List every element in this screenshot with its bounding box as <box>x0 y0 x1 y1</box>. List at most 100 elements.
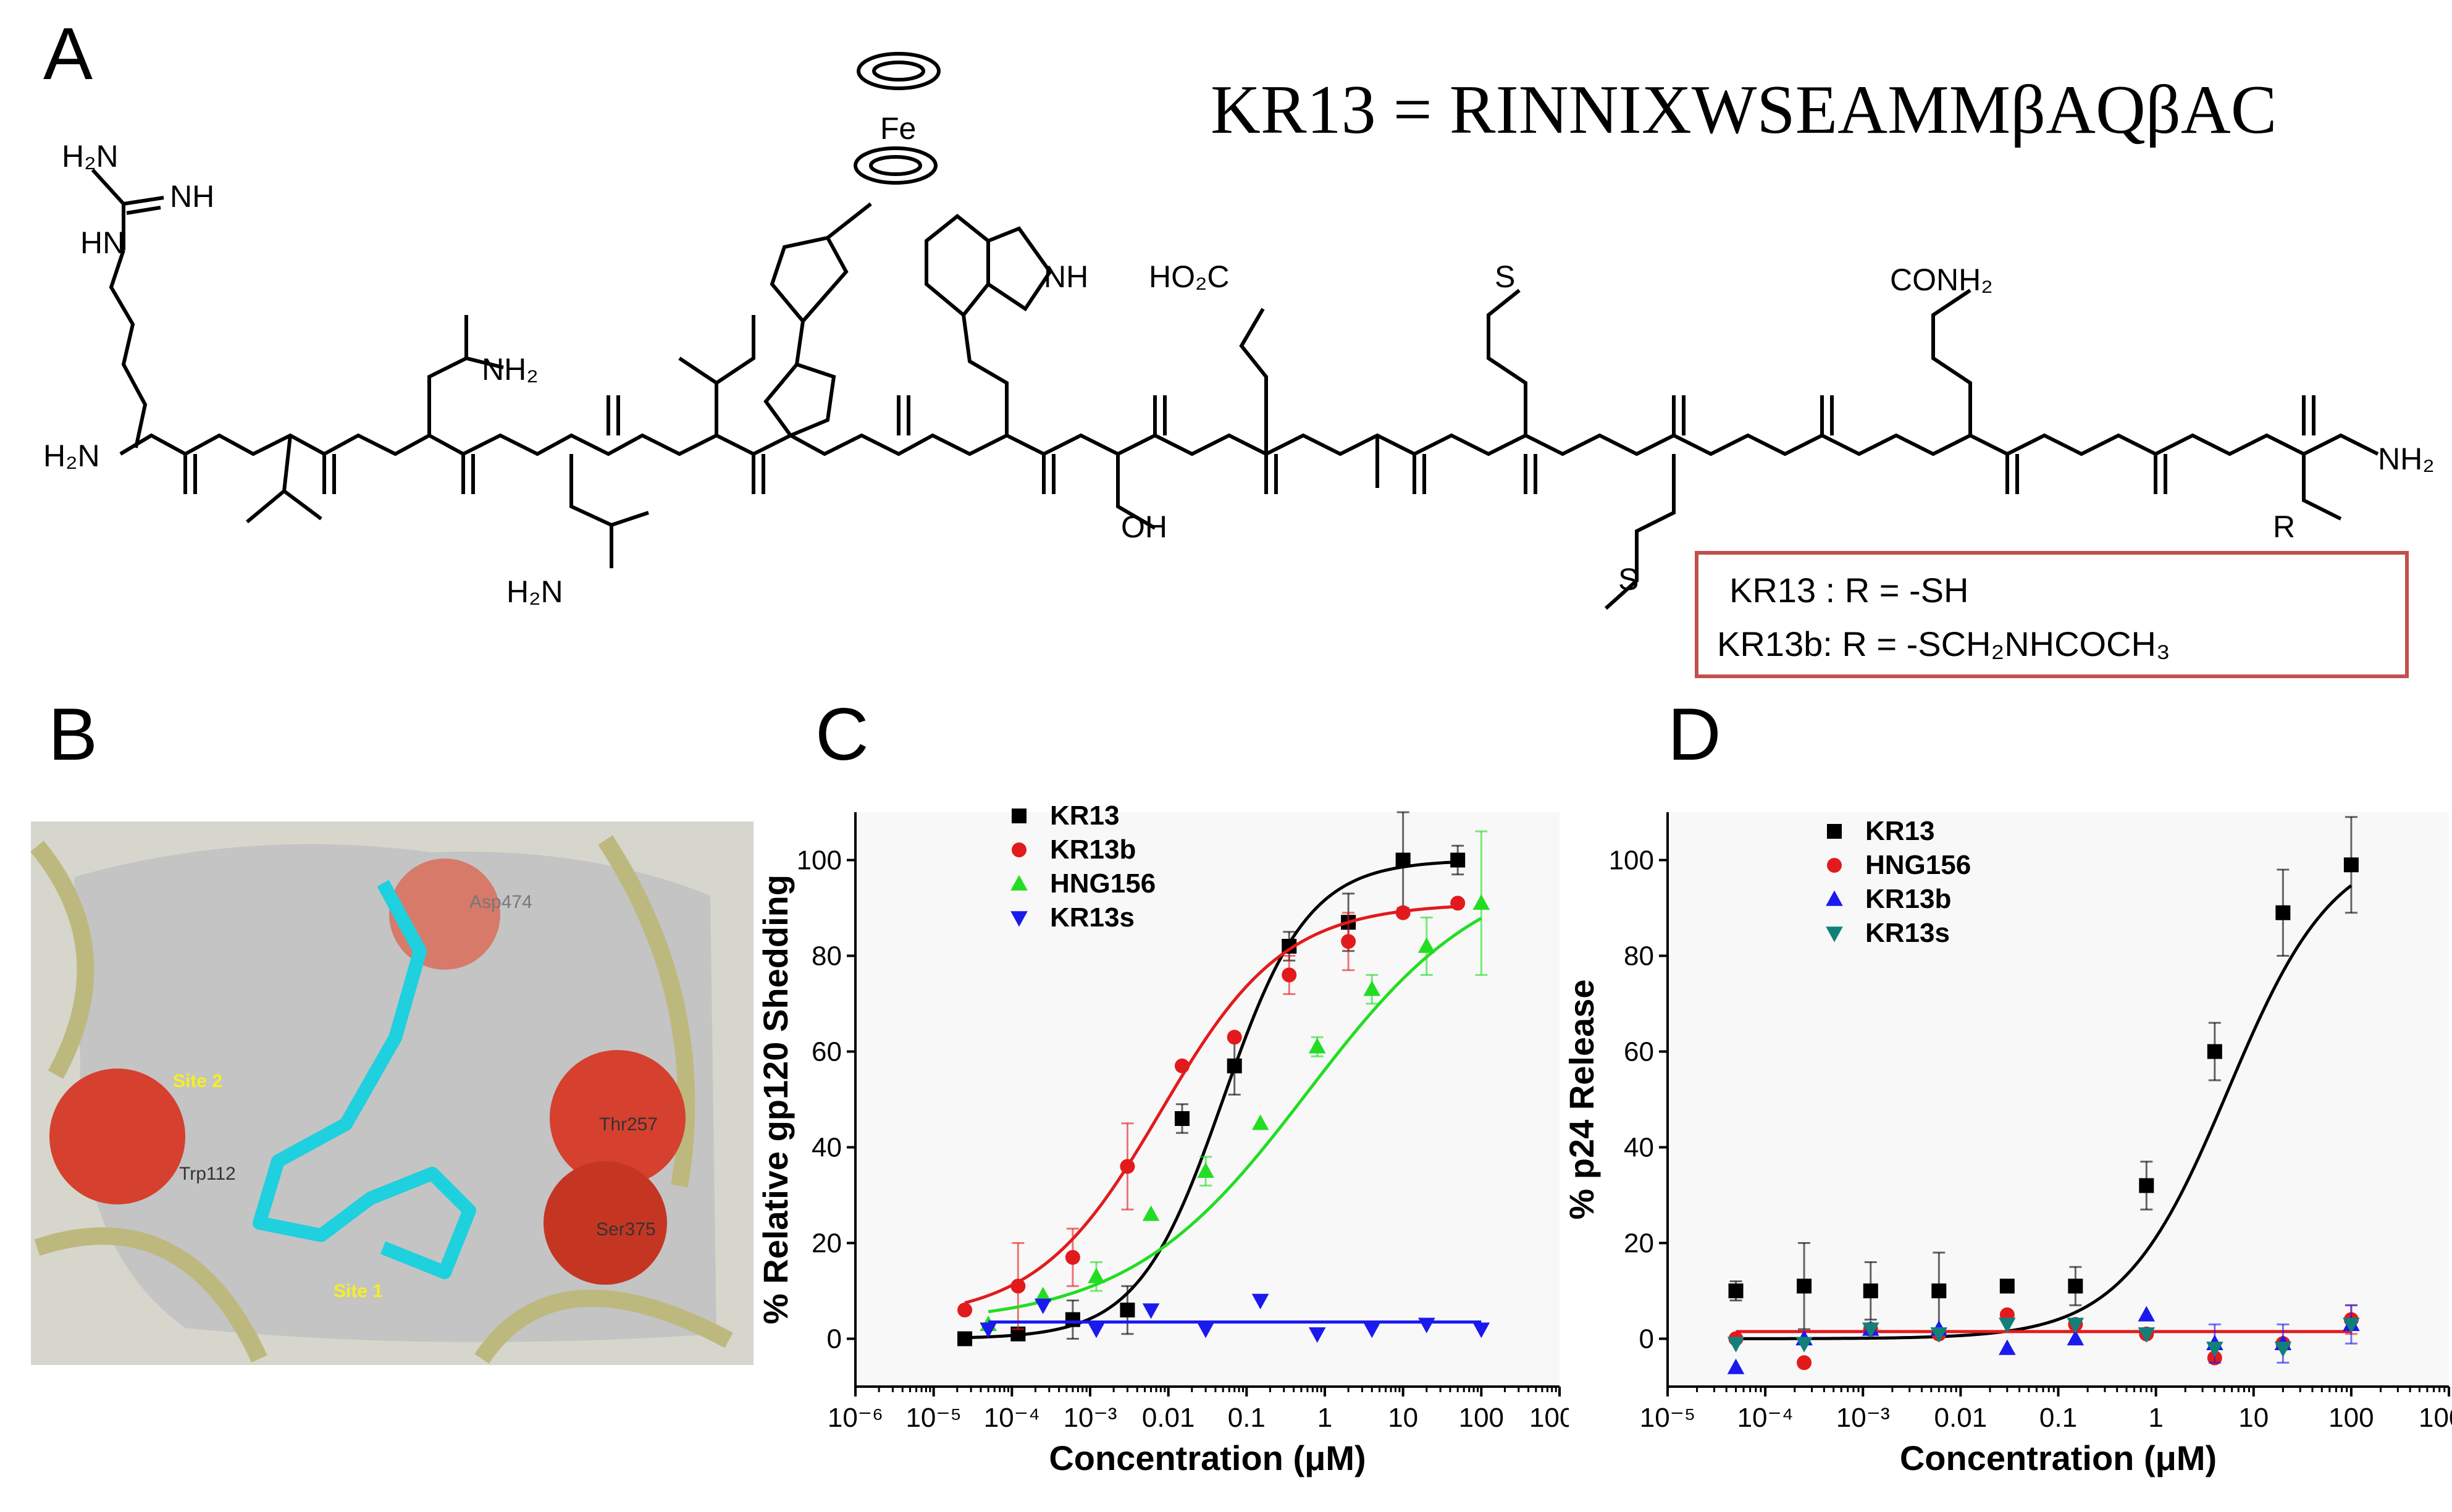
data-point <box>1034 1287 1052 1303</box>
x-tick-label: 1000 <box>1529 1403 1569 1433</box>
data-point <box>1363 980 1381 996</box>
data-point <box>1999 1317 2016 1334</box>
peptide-atom-labels: H₂N NH HN H₂N NH₂ H₂N Fe NH HO₂C OH S S … <box>43 111 2435 609</box>
data-point <box>1251 1114 1269 1130</box>
data-point <box>1308 1327 1326 1343</box>
data-point <box>1472 1322 1490 1338</box>
y-tick-label: 80 <box>1624 941 1654 972</box>
x-tick-label: 10⁻⁵ <box>905 1403 961 1433</box>
x-tick-label: 10⁻⁶ <box>828 1403 883 1433</box>
data-point <box>1363 1322 1381 1338</box>
legend-marker <box>1827 824 1842 839</box>
peptide-structure-bonds <box>91 52 2379 610</box>
panel-b-svg: B Asp474 Site 2 Trp112 Thr257 Ser375 Sit… <box>30 693 754 1365</box>
y-axis-label: % p24 Release <box>1569 979 1601 1219</box>
label-thr257: Thr257 <box>599 1114 658 1135</box>
atom-label: R <box>2273 510 2295 544</box>
ser375-residue <box>544 1161 667 1285</box>
panel-d: D 0 20 40 60 80 100 10⁻⁵ 10⁻⁴ 10⁻³ 0.01 0.1 1 10 100 1… <box>1562 692 2452 1509</box>
x-tick-label: 10⁻⁵ <box>1640 1403 1695 1433</box>
data-point <box>1999 1339 2016 1355</box>
data-point <box>1727 1337 1745 1353</box>
panel-b: B Asp474 Site 2 Trp112 Thr257 Ser375 Sit… <box>0 692 772 1371</box>
fit-curve <box>965 860 1458 1340</box>
label-ser375: Ser375 <box>596 1219 656 1240</box>
data-point <box>1227 1030 1242 1045</box>
data-point <box>957 1303 973 1317</box>
x-tick-label: 0.1 <box>2039 1403 2077 1433</box>
data-point <box>2275 905 2291 920</box>
data-point <box>2068 1279 2083 1294</box>
y-tick-label: 100 <box>797 846 842 876</box>
atom-label: CONH₂ <box>1890 262 1993 297</box>
data-point <box>2343 1317 2360 1334</box>
atom-label: HO₂C <box>1149 259 1230 294</box>
panel-c-letter: C <box>815 693 869 776</box>
y-tick-label: 0 <box>1639 1324 1654 1354</box>
data-point <box>2067 1330 2085 1346</box>
data-point <box>1728 1283 1744 1298</box>
chart-d: 0 20 40 60 80 100 10⁻⁵ 10⁻⁴ 10⁻³ 0.01 0.1 1 10 100 100… <box>1562 812 2452 1477</box>
fit-curve <box>964 905 1458 1304</box>
x-tick-label: 10⁻³ <box>1836 1403 1890 1433</box>
data-point <box>1120 1303 1135 1317</box>
data-point <box>1862 1322 1879 1338</box>
label-site-2: Site 2 <box>173 1071 222 1091</box>
atom-label: HN <box>80 225 125 260</box>
panel-d-svg: D 0 20 40 60 80 100 10⁻⁵ 10⁻⁴ 10⁻³ 0.01 0.1 1 10 100 1… <box>1562 693 2452 1477</box>
legend-label: KR13b <box>1865 884 1951 914</box>
panel-b-letter: B <box>48 693 98 776</box>
x-axis-label: Concentration (μM) <box>1900 1438 2217 1477</box>
fit-curve <box>1736 884 2353 1340</box>
x-tick-label: 100 <box>2328 1403 2374 1433</box>
legend-label: KR13s <box>1050 902 1135 933</box>
data-point <box>1395 852 1411 868</box>
r-group-legend-box <box>1695 551 2409 678</box>
y-tick-label: 60 <box>1624 1037 1654 1067</box>
atom-label: H₂N <box>43 439 100 473</box>
legend-label: HNG156 <box>1050 868 1156 899</box>
atom-label: H₂N <box>506 574 563 609</box>
data-point <box>2343 857 2359 873</box>
data-point <box>1120 1159 1135 1174</box>
data-point <box>1142 1303 1160 1319</box>
legend-label: KR13 <box>1865 816 1935 846</box>
data-point <box>1863 1283 1878 1298</box>
series-kr13 <box>1728 816 2359 1340</box>
atom-label: OH <box>1121 510 1167 544</box>
series-kr13s <box>1727 1317 2360 1358</box>
sequence-formula: KR13 = RINNIXWSEAMMβAQβAC <box>1211 72 2277 148</box>
legend-marker <box>1826 926 1843 943</box>
plot-area <box>1668 812 2449 1387</box>
atom-label: Fe <box>880 111 916 146</box>
thr257-residue <box>550 1050 686 1186</box>
panel-c: C 0 20 40 60 80 100 10⁻⁶ 10⁻⁵ 10⁻⁴ 10⁻³ 0.01 0.1 1 10… <box>754 692 1590 1509</box>
docking-labels: Asp474 Site 2 Trp112 Thr257 Ser375 Site … <box>173 892 658 1301</box>
r-group-legend-kr13b: KR13b: R = -SCH₂NHCOCH₃ <box>1717 624 2170 663</box>
data-point <box>980 1322 997 1338</box>
panel-a-letter: A <box>43 12 93 95</box>
data-point <box>1999 1279 2015 1294</box>
protein-ribbons <box>30 835 733 1364</box>
data-point <box>1797 1355 1812 1371</box>
data-point <box>1931 1283 1947 1298</box>
data-point <box>1930 1327 1948 1343</box>
ligand-sticks <box>253 880 476 1279</box>
data-point <box>2067 1317 2085 1334</box>
panel-a: A KR13 = RINNIXWSEAMMβAQβAC <box>0 0 2452 686</box>
trp112-residue <box>49 1069 185 1204</box>
series-kr13b <box>957 896 1466 1330</box>
y-tick-label: 60 <box>812 1037 842 1067</box>
atom-label: S <box>1495 259 1515 294</box>
data-point <box>1395 905 1411 920</box>
y-tick-label: 20 <box>1624 1228 1654 1259</box>
x-tick-label: 1000 <box>2419 1403 2452 1433</box>
label-trp112: Trp112 <box>179 1164 236 1184</box>
x-tick-label: 0.01 <box>1142 1403 1195 1433</box>
y-axis-label: % Relative gp120 Shedding <box>756 875 795 1324</box>
data-point <box>1034 1298 1052 1314</box>
x-tick-label: 10⁻⁴ <box>984 1403 1040 1433</box>
label-asp474: Asp474 <box>469 892 532 912</box>
data-point <box>1797 1279 1812 1294</box>
series-hng156 <box>980 830 1490 1332</box>
